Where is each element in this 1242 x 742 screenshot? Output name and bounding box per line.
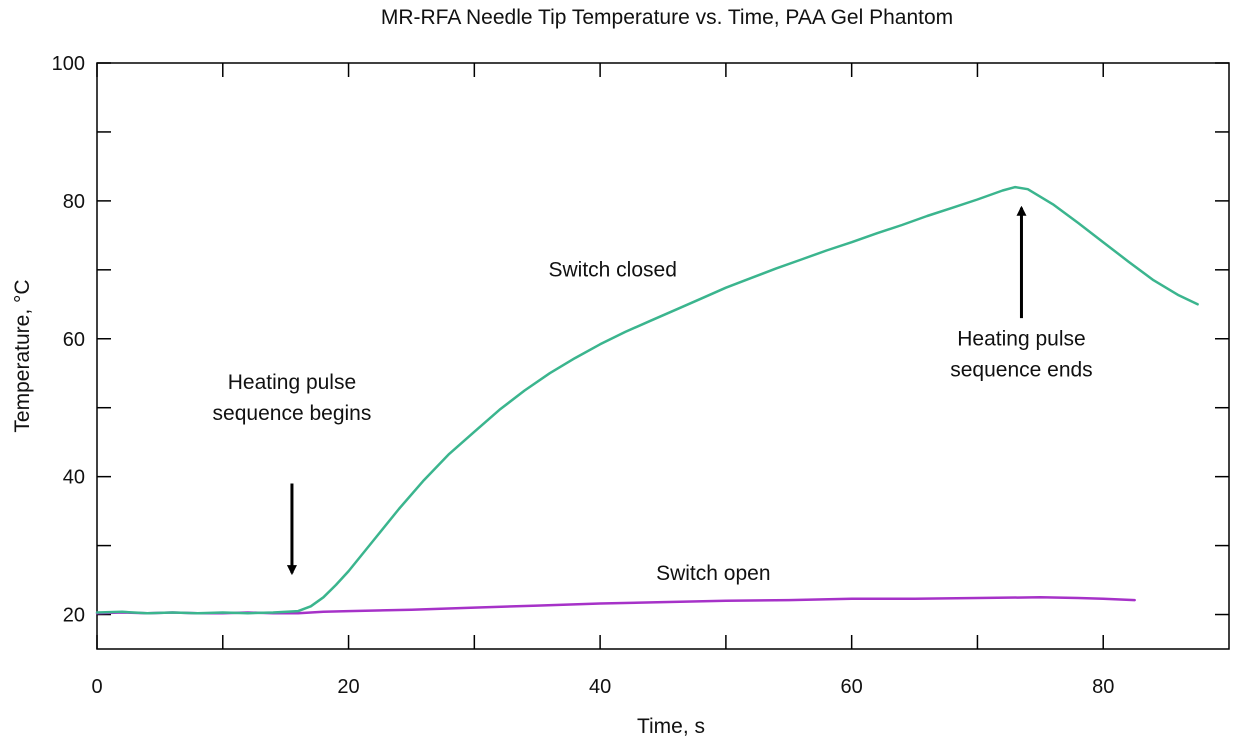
annotation-line: sequence begins	[213, 402, 372, 425]
axis-ticks: 0 20 40 60 80 20 40 60 80 100	[52, 53, 1229, 698]
y-axis-label: Temperature, °C	[11, 279, 34, 432]
annotation-heating-pulse-sequence-ends: Heating pulse sequence ends	[950, 328, 1092, 382]
annotation-switch-open: Switch open	[656, 562, 770, 585]
annotation-line: sequence ends	[950, 359, 1092, 382]
annotation-line: Heating pulse	[228, 371, 356, 394]
series-line-switch-open	[95, 596, 1136, 615]
series-line-switch-closed	[95, 185, 1199, 615]
x-tick-label: 20	[337, 676, 359, 698]
x-tick-label: 60	[841, 676, 863, 698]
x-tick-label: 40	[589, 676, 611, 698]
y-tick-label: 20	[63, 605, 85, 627]
chart-title: MR-RFA Needle Tip Temperature vs. Time, …	[381, 6, 953, 29]
y-tick-label: 60	[63, 329, 85, 351]
annotation-switch-closed: Switch closed	[548, 259, 676, 282]
y-tick-label: 40	[63, 467, 85, 489]
annotation-heating-pulse-sequence-begins: Heating pulse sequence begins	[213, 371, 372, 425]
series-layer	[95, 185, 1199, 615]
x-tick-label: 80	[1092, 676, 1114, 698]
plot-frame	[96, 62, 1230, 650]
x-tick-label: 0	[91, 676, 102, 698]
x-axis-label: Time, s	[637, 715, 705, 738]
y-tick-label: 100	[52, 53, 85, 75]
annotation-line: Switch closed	[548, 259, 676, 282]
annotation-line: Switch open	[656, 562, 770, 585]
y-tick-label: 80	[63, 191, 85, 213]
annotation-line: Heating pulse	[957, 328, 1085, 351]
